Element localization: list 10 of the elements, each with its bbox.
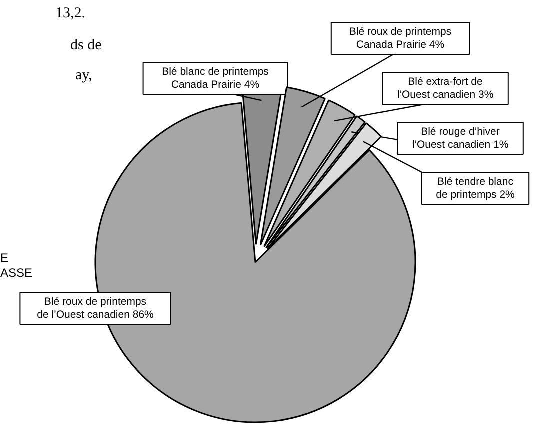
text: ds de <box>70 38 102 54</box>
text: ay, <box>76 68 92 84</box>
slice-label: Blé rouge d’hiver l’Ouest canadien 1% <box>412 126 509 152</box>
text: 13,2. <box>56 6 86 22</box>
slice-label: Blé roux de printemps Canada Prairie 4% <box>349 26 452 52</box>
slice-label: Blé blanc de printemps Canada Prairie 4% <box>162 66 269 92</box>
slice-label: Blé extra-fort de l’Ouest canadien 3% <box>397 76 494 102</box>
slice-label: Blé tendre blanc de printemps 2% <box>436 176 515 202</box>
slice-label: Blé roux de printemps de l’Ouest canadien 86% <box>37 296 154 322</box>
text: E ASSE <box>0 250 33 280</box>
